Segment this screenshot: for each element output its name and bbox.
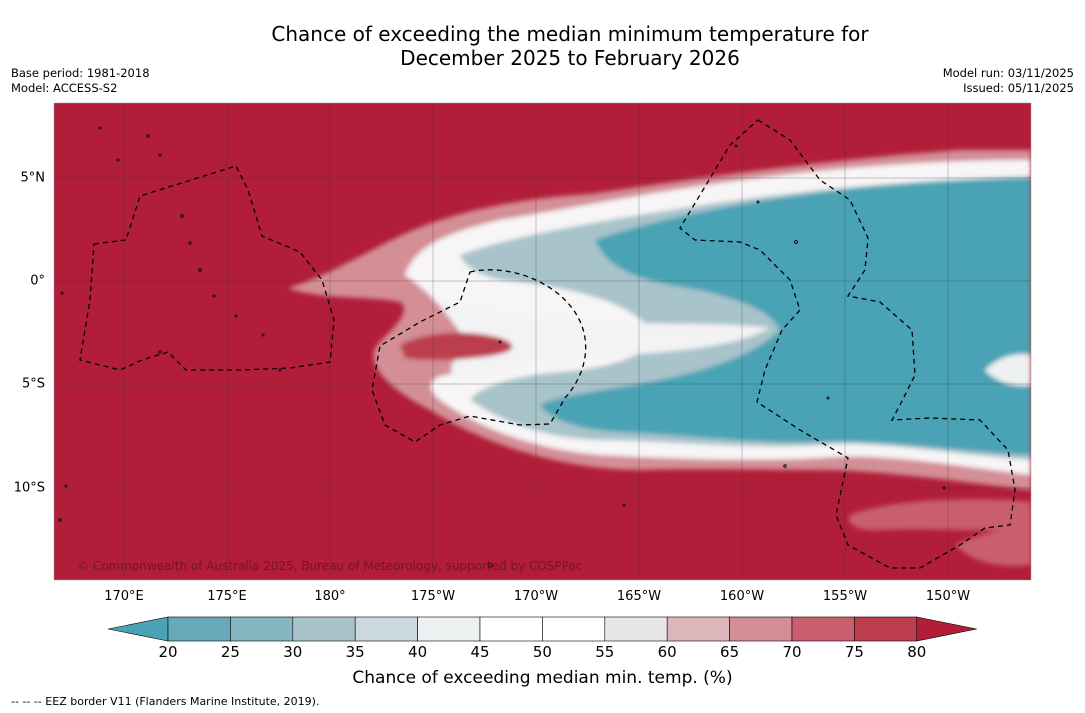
island: [158, 153, 162, 157]
longitude-label: 160°W: [719, 589, 765, 604]
title-line-2: December 2025 to February 2026: [400, 46, 740, 70]
anomaly-blob-se-1: [848, 499, 1031, 531]
anomaly-band-20: [540, 178, 1031, 455]
model-name: Model: ACCESS-S2: [11, 80, 118, 95]
island: [198, 268, 202, 272]
island: [158, 350, 162, 354]
issued-date: Issued: 05/11/2025: [963, 80, 1074, 95]
copyright-notice: © Commonwealth of Australia 2025, Bureau…: [77, 559, 583, 573]
island: [234, 314, 238, 318]
meta-left: Base period: 1981-2018 Model: ACCESS-S2: [11, 66, 150, 95]
model-run: Model run: 03/11/2025: [942, 66, 1074, 80]
eez-border-west: [79, 165, 335, 371]
colorbar-title: Chance of exceeding median min. temp. (%…: [352, 668, 733, 688]
colorbar-segment: [854, 616, 918, 642]
title-line-1: Chance of exceeding the median minimum t…: [271, 22, 869, 46]
eez-borders: [79, 119, 1016, 569]
colorbar-tick-label: 70: [782, 643, 802, 661]
colorbar-segment: [666, 616, 730, 642]
island: [942, 486, 946, 490]
colorbar-segment: [729, 616, 793, 642]
colorbar-tick-label: 35: [345, 643, 365, 661]
island: [98, 126, 102, 130]
latitude-label: 5°N: [20, 170, 46, 186]
longitude-label: 175°W: [410, 589, 456, 604]
longitude-label: 150°W: [925, 589, 971, 604]
longitude-label: 175°E: [207, 589, 247, 604]
map-frame: [53, 102, 1032, 581]
island: [146, 134, 150, 138]
island: [756, 200, 760, 204]
meta-right: Model run: 03/11/2025 Issued: 05/11/2025: [943, 66, 1074, 95]
colorbar: [107, 616, 977, 642]
island: [212, 294, 216, 298]
base-period: Base period: 1981-2018: [11, 66, 150, 80]
island: [826, 396, 830, 400]
latitude-label: 0°: [30, 273, 45, 289]
colorbar-extend-high: [916, 616, 977, 642]
island: [487, 562, 493, 568]
eez-legend: -- -- -- EEZ border V11 (Flanders Marine…: [11, 695, 320, 708]
island: [278, 368, 282, 372]
island-outlines: [58, 126, 946, 568]
longitude-label: 165°W: [616, 589, 662, 604]
colorbar-segment: [479, 616, 543, 642]
island: [58, 518, 62, 522]
eez-border-east: [679, 119, 1016, 569]
island: [64, 484, 68, 488]
eez-border-central: [371, 269, 587, 443]
colorbar-extend-low: [107, 616, 169, 642]
colorbar-tick-label: 80: [907, 643, 927, 661]
island: [794, 240, 798, 244]
longitude-label: 180°: [314, 589, 346, 604]
latitude-label: 10°S: [13, 480, 45, 496]
colorbar-tick-label: 40: [408, 643, 428, 661]
colorbar-tick-label: 30: [283, 643, 303, 661]
colorbar-segment: [791, 616, 855, 642]
chart-title: Chance of exceeding the median minimum t…: [0, 22, 1085, 70]
island: [783, 464, 787, 468]
island: [261, 333, 265, 337]
anomaly-blob-se-2: [955, 529, 1031, 566]
island: [622, 503, 626, 507]
colorbar-tick-label: 55: [595, 643, 615, 661]
island: [734, 144, 738, 148]
colorbar-tick-label: 25: [220, 643, 240, 661]
island: [188, 241, 192, 245]
anomaly-tongue-55: [439, 300, 770, 379]
colorbar-segment: [354, 616, 418, 642]
island: [180, 214, 184, 218]
colorbar-segment: [417, 616, 481, 642]
longitude-label: 170°W: [513, 589, 559, 604]
anomaly-patch-east: [985, 353, 1031, 386]
longitude-label: 170°E: [104, 589, 144, 604]
colorbar-tick-label: 65: [720, 643, 740, 661]
colorbar-tick-label: 75: [844, 643, 864, 661]
graticule: [54, 103, 1031, 580]
colorbar-segment: [542, 616, 606, 642]
anomaly-pocket-75: [400, 332, 513, 361]
colorbar-tick-label: 50: [532, 643, 552, 661]
island: [60, 291, 64, 295]
colorbar-segment: [292, 616, 356, 642]
longitude-label: 155°W: [822, 589, 868, 604]
colorbar-segment: [604, 616, 668, 642]
colorbar-tick-label: 20: [158, 643, 178, 661]
island: [116, 158, 120, 162]
latitude-label: 5°S: [21, 376, 45, 392]
colorbar-tick-label: 45: [470, 643, 490, 661]
island: [498, 340, 502, 344]
colorbar-segment: [167, 616, 231, 642]
colorbar-segment: [230, 616, 294, 642]
colorbar-tick-label: 60: [657, 643, 677, 661]
